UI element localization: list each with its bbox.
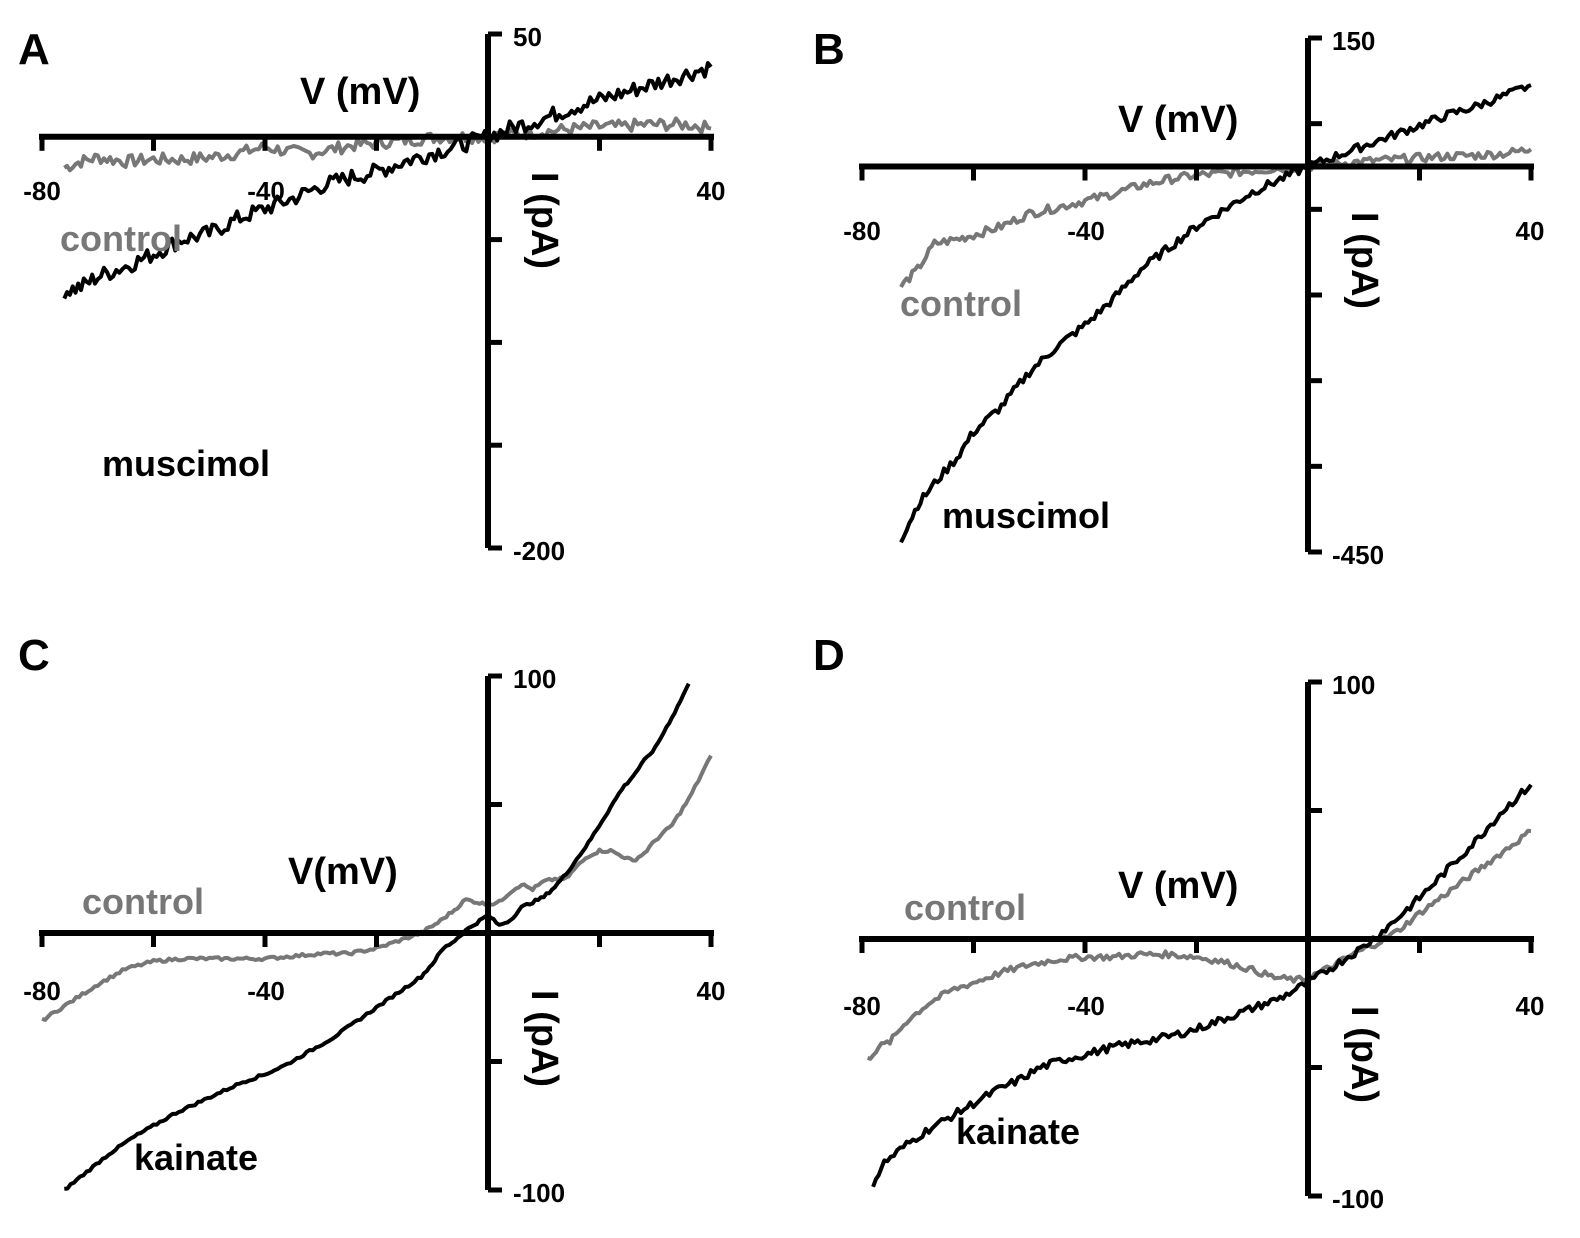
- axes: [39, 673, 714, 1193]
- y-tick-label: -200: [513, 536, 565, 566]
- y-axis-title: I (pA): [523, 172, 565, 269]
- series-label-kainate: kainate: [134, 1137, 258, 1178]
- series-label-control: control: [60, 218, 182, 259]
- y-tick-label: 100: [1332, 670, 1375, 700]
- x-axis-title: V (mV): [1118, 99, 1238, 141]
- axes: [859, 35, 1534, 555]
- x-tick-label: 40: [1516, 216, 1545, 246]
- trace-control: [63, 116, 712, 173]
- series-label-control: control: [900, 283, 1022, 324]
- series-label-muscimol: muscimol: [102, 443, 270, 484]
- series-layer: [866, 783, 1533, 1188]
- trace-kainate: [871, 783, 1533, 1188]
- x-tick-label: -80: [23, 176, 61, 206]
- panel-letter: D: [813, 631, 845, 680]
- y-tick-label: 150: [1332, 26, 1375, 56]
- x-tick-label: 40: [697, 976, 726, 1006]
- x-tick-label: -80: [23, 976, 61, 1006]
- panel-letter: B: [813, 25, 845, 74]
- y-tick-label: -450: [1332, 540, 1384, 570]
- trace-kainate: [64, 682, 691, 1191]
- y-axis-title: I (pA): [1343, 212, 1385, 309]
- panel-letter: C: [18, 631, 50, 680]
- y-tick-label: -100: [1332, 1184, 1384, 1214]
- x-tick-label: -80: [843, 991, 881, 1021]
- x-tick-label: 40: [1516, 991, 1545, 1021]
- series-layer: [62, 61, 713, 300]
- y-tick-label: -100: [513, 1178, 565, 1208]
- y-tick-label: 100: [513, 664, 556, 694]
- series-label-control: control: [904, 887, 1026, 928]
- x-axis-title: V (mV): [1118, 865, 1238, 907]
- panel-d: D -80 -40 40 100 -100 V (mV) I (pA) cont…: [813, 631, 1544, 1214]
- series-label-control: control: [82, 881, 204, 922]
- series-label-kainate: kainate: [956, 1111, 1080, 1152]
- panel-b: B -80 -40 40 150 -450 V (mV) I (pA) cont…: [813, 25, 1544, 570]
- y-axis-title: I (pA): [1343, 1006, 1385, 1103]
- x-axis-title: V (mV): [300, 71, 420, 113]
- x-tick-label: -40: [247, 176, 285, 206]
- axes: [39, 31, 714, 551]
- x-tick-label: -40: [1067, 216, 1105, 246]
- series-layer: [41, 682, 713, 1191]
- x-tick-label: 40: [697, 176, 726, 206]
- trace-control: [899, 146, 1533, 288]
- panel-letter: A: [18, 25, 50, 74]
- x-axis-title: V(mV): [288, 851, 398, 893]
- axes: [859, 679, 1534, 1199]
- trace-control: [41, 754, 713, 1022]
- series-label-muscimol: muscimol: [942, 495, 1110, 536]
- x-tick-label: -40: [1067, 991, 1105, 1021]
- x-tick-label: -80: [843, 216, 881, 246]
- panel-c: C -80 -40 40 100 -100 V(mV) I (pA) contr…: [18, 631, 725, 1208]
- trace-control: [866, 828, 1532, 1061]
- series-layer: [899, 83, 1533, 544]
- panel-a: A -80 -40 40 50 -200 V (mV) I (pA) contr…: [18, 22, 725, 566]
- y-axis-title: I (pA): [523, 990, 565, 1087]
- x-tick-label: -40: [247, 976, 285, 1006]
- y-tick-label: 50: [513, 22, 542, 52]
- trace-muscimol: [62, 61, 713, 300]
- trace-muscimol: [899, 83, 1532, 544]
